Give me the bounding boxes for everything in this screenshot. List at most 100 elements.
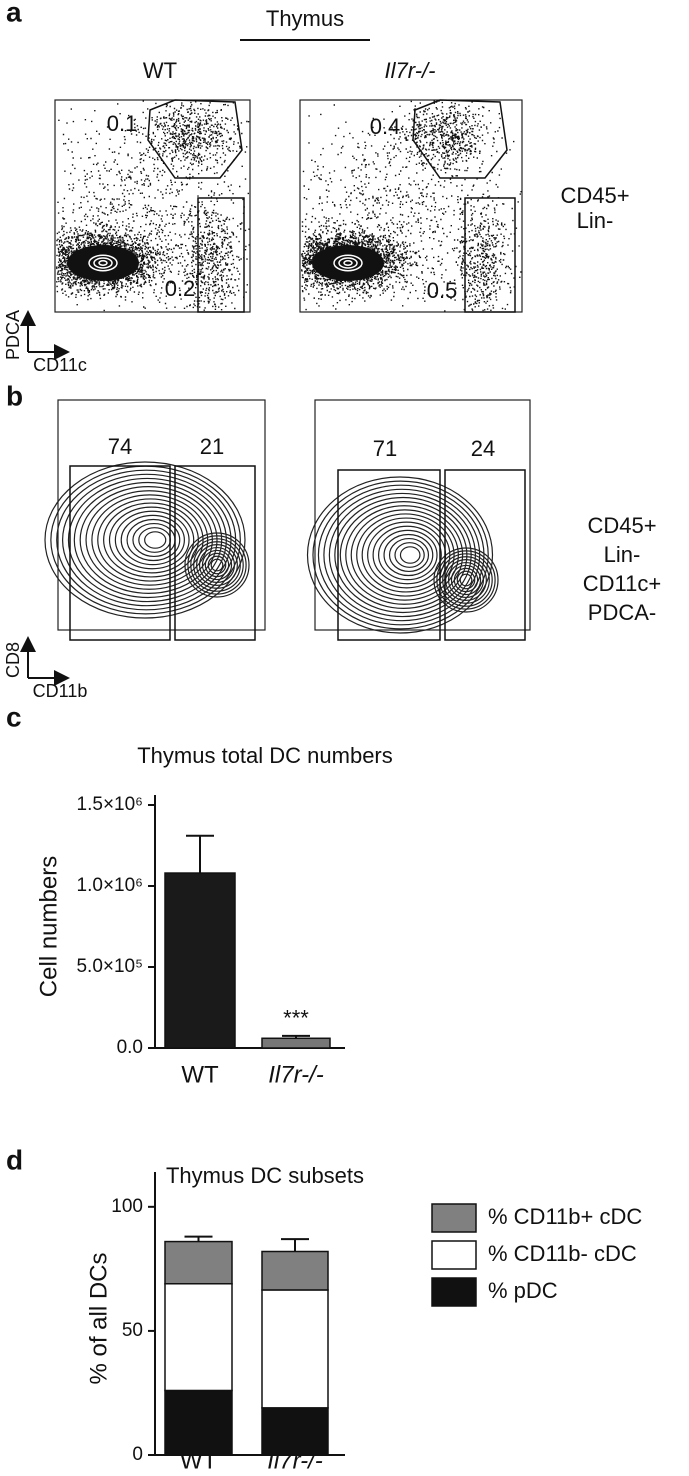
event-dots: [56, 100, 250, 312]
contour: [114, 510, 190, 570]
legend-label: % CD11b- cDC: [488, 1241, 637, 1266]
column-label: Il7r-/-: [385, 58, 436, 83]
bar: [261, 1037, 331, 1049]
contour: [93, 257, 113, 269]
axis-label: CD8: [3, 642, 23, 678]
gate-value: 71: [373, 436, 397, 461]
contour: [345, 505, 464, 605]
gate-value: 24: [471, 436, 495, 461]
contour: [399, 546, 421, 564]
contour: [356, 513, 455, 597]
contour: [453, 567, 479, 593]
contour: [388, 537, 430, 573]
contour: [85, 490, 213, 590]
axis-label: PDCA: [3, 310, 23, 360]
y-tick-label: 5.0×10⁵: [76, 956, 143, 977]
gate: [69, 465, 171, 641]
y-axis-label: Cell numbers: [35, 856, 62, 997]
legend-swatch: [431, 1203, 477, 1233]
chart-title: Thymus DC subsets: [166, 1163, 364, 1188]
gate: [197, 197, 245, 313]
contour: [144, 531, 167, 549]
population-label: CD11c+: [583, 571, 661, 596]
contour: [334, 496, 472, 614]
contour: [193, 541, 241, 589]
contour: [198, 546, 236, 584]
gate: [147, 99, 243, 179]
contour: [450, 564, 482, 596]
contour: [103, 502, 199, 578]
gate-value: 74: [108, 434, 132, 459]
contour: [456, 570, 476, 590]
contour: [207, 555, 227, 575]
y-tick-label: 100: [111, 1196, 143, 1217]
bar-segment: [164, 1389, 233, 1456]
population-label: Lin-: [604, 542, 641, 567]
panel-label: c: [6, 701, 22, 732]
y-tick-label: 1.0×10⁶: [77, 875, 143, 896]
gate-value: 0.2: [165, 276, 196, 301]
y-tick-label: 50: [122, 1320, 143, 1341]
contour: [436, 550, 496, 610]
contour: [338, 257, 358, 269]
dense-core: [67, 245, 139, 281]
error-bar: [281, 1238, 309, 1252]
header: Thymus: [266, 6, 344, 31]
contour: [190, 538, 244, 592]
bar: [164, 872, 236, 1049]
contour: [120, 514, 185, 566]
gate: [412, 99, 508, 179]
contour: [44, 461, 246, 619]
contour: [333, 254, 363, 272]
contour: [339, 501, 468, 609]
population-label: CD45+: [560, 183, 629, 208]
contour: [196, 544, 238, 586]
population-label: CD45+: [587, 513, 656, 538]
gate: [174, 465, 256, 641]
contour: [343, 260, 353, 266]
contour: [447, 561, 485, 599]
plot-frame: [299, 99, 523, 313]
contour: [459, 573, 473, 587]
gate: [464, 197, 516, 313]
gate-value: 21: [200, 434, 224, 459]
gate: [337, 469, 441, 641]
contour: [88, 254, 118, 272]
contour: [73, 481, 223, 599]
error-bar: [186, 834, 214, 874]
legend-label: % pDC: [488, 1278, 558, 1303]
contour: [201, 549, 233, 581]
bar-segment: [261, 1250, 329, 1291]
dense-core: [312, 245, 384, 281]
contour: [372, 525, 442, 585]
error-bar: [184, 1235, 213, 1242]
contour-plot: [44, 461, 499, 634]
contour: [306, 476, 494, 634]
gate: [444, 469, 526, 641]
contour: [56, 469, 237, 611]
contour: [312, 480, 489, 630]
contour: [361, 517, 451, 593]
contour: [317, 484, 485, 626]
contour: [79, 486, 218, 594]
contour: [210, 558, 224, 572]
x-tick-label: WT: [181, 1061, 219, 1088]
axis-label: CD11b: [33, 681, 88, 701]
significance: ***: [283, 1006, 309, 1031]
contour: [433, 547, 499, 613]
gate-value: 0.1: [107, 111, 138, 136]
contour: [204, 552, 230, 578]
legend-swatch: [431, 1240, 477, 1270]
y-tick-label: 0: [132, 1444, 143, 1465]
panel-label: a: [6, 0, 22, 27]
contour: [394, 542, 425, 568]
bar-segment: [261, 1289, 329, 1409]
population-label: PDCA-: [588, 600, 656, 625]
flow-events: [56, 100, 522, 312]
column-label: WT: [143, 58, 177, 83]
bar-segment: [164, 1240, 233, 1285]
axis-label: CD11c: [33, 355, 87, 375]
contour: [126, 518, 181, 562]
plot-frame: [54, 99, 251, 313]
panel-label: d: [6, 1144, 23, 1175]
